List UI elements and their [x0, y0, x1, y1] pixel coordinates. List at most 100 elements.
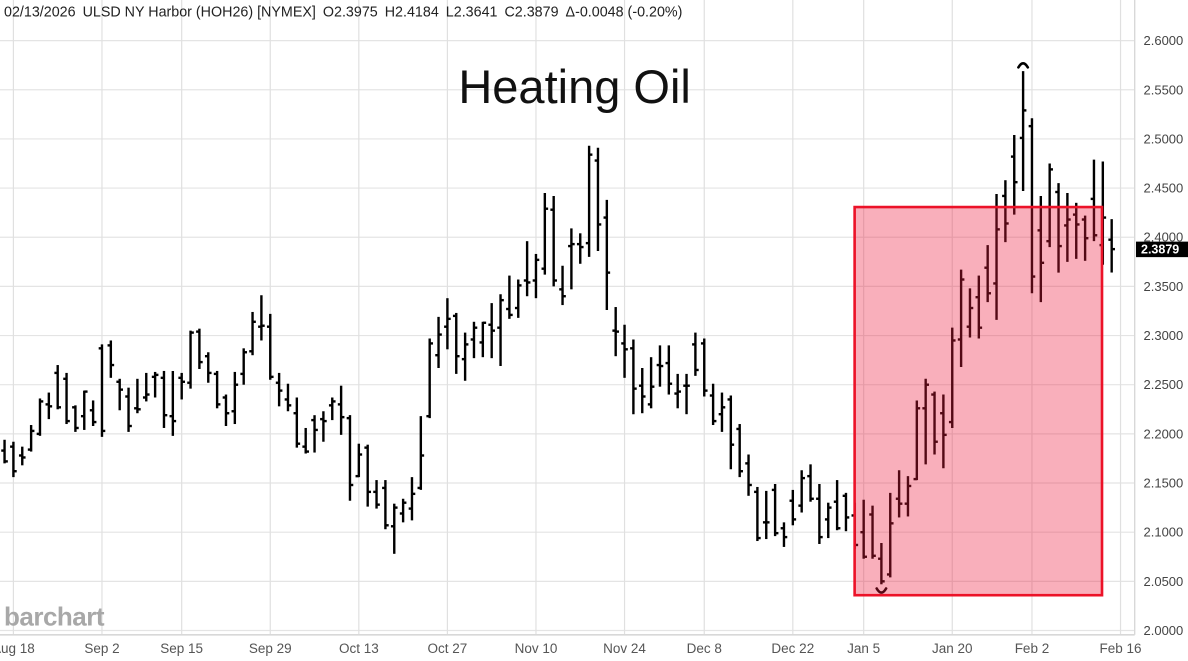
ohlc-bar-Oct21 — [408, 477, 416, 521]
ohlc-bar-Jan29 — [1010, 134, 1018, 215]
ohlc-bar-Nov13 — [559, 265, 566, 306]
ohlc-bar-Jan7 — [878, 542, 885, 585]
y-axis-label: 2.6000 — [1144, 33, 1184, 48]
ohlc-bar-Oct16 — [382, 480, 389, 530]
x-axis-label: Feb 16 — [1100, 641, 1142, 656]
ohlc-bar-Nov5 — [506, 275, 513, 319]
ohlc-bar-Oct9 — [337, 385, 345, 435]
ohlc-bar-Dec10 — [718, 392, 726, 432]
y-axis-label: 2.0500 — [1144, 574, 1184, 589]
ohlc-bar-Jan12 — [904, 476, 912, 517]
ohlc-bar-Oct6 — [311, 415, 318, 453]
ohlc-bar-Aug28 — [80, 390, 88, 430]
ohlc-bar-Aug20 — [27, 425, 35, 452]
ohlc-bar-Oct22 — [417, 416, 425, 490]
ohlc-bar-Oct31 — [479, 321, 487, 358]
ohlc-bar-Sep2 — [98, 344, 106, 437]
ohlc-bar-Oct1 — [284, 383, 292, 412]
ohlc-bar-Aug25 — [54, 365, 61, 410]
chart-title: Heating Oil — [458, 60, 691, 113]
x-axis-label: Nov 10 — [515, 641, 558, 656]
ohlc-bar-Aug22 — [45, 392, 53, 420]
ohlc-bar-Aug29 — [89, 400, 97, 427]
ohlc-bar-Nov14 — [568, 228, 575, 290]
ohlc-bar-Nov19 — [594, 147, 602, 251]
ohlc-bar-Feb4 — [1046, 163, 1053, 248]
ohlc-bar-Nov17 — [576, 233, 584, 264]
x-axis-label: Feb 2 — [1015, 641, 1050, 656]
ohlc-bar-Jan8 — [886, 492, 894, 578]
x-axis-label: Dec 22 — [771, 641, 814, 656]
ohlc-bar-Feb5 — [1055, 183, 1062, 273]
ohlc-bar-Dec12 — [736, 424, 743, 478]
ohlc-bar-Nov12 — [550, 195, 557, 287]
ohlc-bar-Dec8 — [700, 338, 708, 397]
ohlc-bar-Dec16 — [754, 486, 761, 542]
ohlc-bar-Jan28 — [1002, 180, 1009, 243]
ohlc-bar-Feb9 — [1072, 202, 1080, 259]
ohlc-bar-Oct14 — [364, 444, 371, 507]
ohlc-bar-Sep24 — [240, 348, 247, 385]
ohlc-bar-Jan13 — [913, 400, 921, 481]
ohlc-bar-Dec5 — [692, 332, 699, 376]
ohlc-bar-Jan14 — [922, 378, 929, 465]
ohlc-bar-Jan30 — [1019, 71, 1027, 192]
quote-field: C2.3879 — [504, 5, 558, 21]
last-price-badge-bg — [1136, 241, 1188, 258]
ohlc-bar-Sep16 — [187, 330, 194, 389]
ohlc-bar-Oct28 — [452, 312, 460, 374]
ohlc-bar-Sep25 — [249, 311, 256, 356]
x-axis: Aug 18 Sep 2 Sep 15 Sep 29 Oct 13 Oct 27 Nov 1… — [0, 641, 1142, 656]
ohlc-bar-Dec23 — [798, 470, 805, 513]
ohlc-bar-Nov28 — [647, 357, 655, 409]
x-axis-label: Jan 5 — [847, 641, 880, 656]
gridlines — [0, 0, 1136, 636]
ohlc-bar-Jan22 — [966, 288, 974, 338]
quote-bar: 02/13/2026 ULSD NY Harbor (HOH26) [NYMEX]… — [4, 5, 682, 21]
y-axis-label: 2.1000 — [1144, 525, 1184, 540]
ohlc-bar-Aug15 — [1, 439, 8, 464]
ohlc-bar-Jan5 — [860, 499, 867, 559]
barchart-watermark-logo: barchart — [4, 602, 105, 632]
ohlc-bar-Nov6 — [514, 279, 522, 318]
ohlc-bar-Sep29 — [266, 313, 274, 380]
ohlc-bar-Sep19 — [213, 370, 221, 409]
ohlc-bar-Dec31 — [842, 492, 850, 532]
ohlc-bar-Aug27 — [72, 405, 79, 432]
last-price-badge: 2.3879 — [1136, 241, 1188, 258]
y-axis-label: 2.4000 — [1144, 230, 1184, 245]
ohlc-bar-Oct30 — [470, 321, 478, 359]
x-axis-label: Oct 27 — [428, 641, 468, 656]
ohlc-bar-Sep5 — [125, 387, 132, 432]
ohlc-bar-Dec17 — [762, 490, 770, 540]
ohlc-bar-Dec18 — [771, 484, 779, 537]
ohlc-bar-Jan9 — [895, 470, 903, 518]
ohlc-bar-Dec1 — [656, 345, 664, 387]
ohlc-bar-Sep4 — [116, 378, 123, 411]
quote-field: Δ-0.0048 (-0.20%) — [566, 5, 683, 21]
ohlc-bar-Dec30 — [833, 480, 841, 531]
ohlc-bar-Nov25 — [630, 339, 637, 415]
y-axis-label: 2.1500 — [1144, 476, 1184, 491]
ohlc-bar-Nov20 — [603, 199, 611, 310]
ohlc-bar-Oct27 — [444, 298, 451, 350]
ohlc-bar-Dec29 — [824, 502, 832, 539]
ohlc-bar-Sep8 — [134, 378, 141, 414]
ohlc-bar-Jan23 — [975, 275, 983, 339]
ohlc-bar-Sep3 — [107, 340, 115, 378]
ohlc-bar-Jan15 — [931, 391, 938, 455]
ohlc-bar-Aug18 — [10, 441, 17, 478]
ohlc-bar-Nov26 — [638, 367, 646, 414]
ohlc-bar-Sep30 — [275, 372, 283, 407]
ohlc-bar-Jan16 — [940, 394, 947, 469]
ohlc-bar-Aug19 — [18, 446, 26, 466]
highlight-region-border[interactable] — [853, 205, 1104, 597]
highlight-region-fill — [854, 207, 1103, 596]
ohlc-bar-Dec26 — [816, 484, 823, 544]
ohlc-bar-Dec11 — [727, 395, 735, 470]
y-axis-label: 2.5500 — [1144, 82, 1184, 97]
x-axis-label: Jan 20 — [932, 641, 973, 656]
ohlc-bar-Feb11 — [1090, 159, 1098, 242]
ohlc-bar-Nov24 — [621, 324, 628, 378]
